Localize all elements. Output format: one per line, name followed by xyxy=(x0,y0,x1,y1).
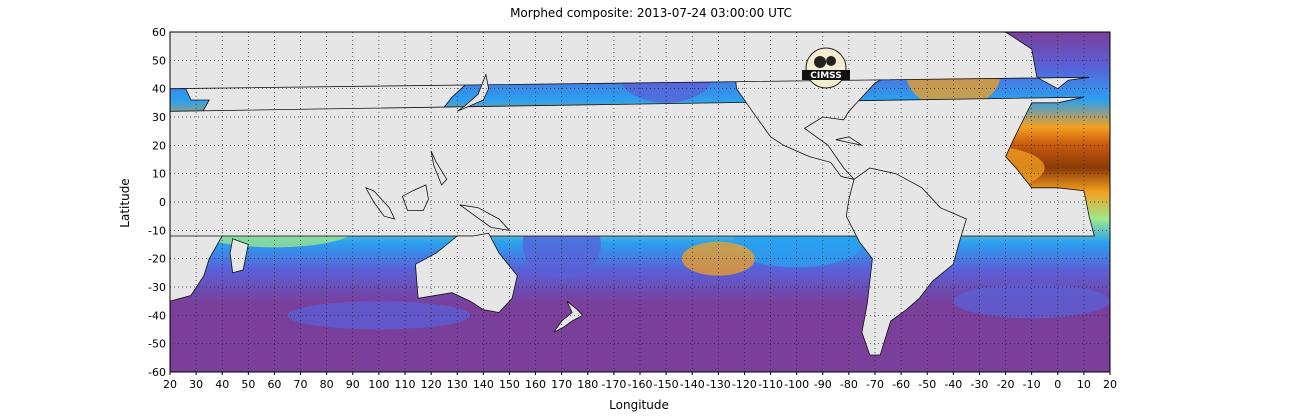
y-tick-label: 40 xyxy=(152,83,166,96)
land-philippines xyxy=(430,150,448,186)
x-tick-label: 50 xyxy=(241,378,255,391)
logo-text: CIMSS xyxy=(810,71,841,81)
x-tick-labels: 20 30 40 50 60 70 80 90 100 110 120 130 140 150 160 170… xyxy=(163,372,1117,391)
y-tick-label: 60 xyxy=(152,26,166,39)
land-borneo xyxy=(401,184,429,211)
land-new-guinea xyxy=(459,204,511,231)
x-tick-label: -100 xyxy=(784,378,809,391)
x-tick-label: -90 xyxy=(814,378,832,391)
x-tick-label: -160 xyxy=(628,378,653,391)
y-tick-label: 30 xyxy=(152,111,166,124)
y-tick-label: 0 xyxy=(159,196,166,209)
x-tick-label: 30 xyxy=(189,378,203,391)
x-tick-label: -170 xyxy=(601,378,626,391)
x-tick-label: -130 xyxy=(706,378,731,391)
moisture-blob xyxy=(953,284,1110,319)
x-tick-label: -60 xyxy=(892,378,910,391)
x-tick-label: 130 xyxy=(447,378,468,391)
y-tick-label: 50 xyxy=(152,54,166,67)
x-tick-label: 70 xyxy=(294,378,308,391)
x-tick-label: 170 xyxy=(551,378,572,391)
y-tick-label: -30 xyxy=(148,281,166,294)
x-tick-label: -80 xyxy=(840,378,858,391)
land-sumatra xyxy=(364,187,396,220)
x-tick-label: 60 xyxy=(267,378,281,391)
x-tick-label: 10 xyxy=(1077,378,1091,391)
x-tick-label: -140 xyxy=(680,378,705,391)
x-tick-label: -110 xyxy=(758,378,783,391)
x-tick-label: -10 xyxy=(1023,378,1041,391)
x-tick-label: 140 xyxy=(473,378,494,391)
x-tick-label: 100 xyxy=(368,378,389,391)
x-tick-label: -30 xyxy=(970,378,988,391)
x-tick-label: -150 xyxy=(654,378,679,391)
x-tick-label: 20 xyxy=(1103,378,1117,391)
y-tick-labels: 60 50 40 30 20 10 0 -10 -20 -30 -40 -50 -60 xyxy=(148,26,166,379)
x-axis-label: Longitude xyxy=(609,398,669,412)
x-tick-label: 20 xyxy=(163,378,177,391)
x-tick-label: -120 xyxy=(732,378,757,391)
x-tick-label: 110 xyxy=(395,378,416,391)
land-madagascar xyxy=(229,238,249,274)
x-tick-label: -40 xyxy=(944,378,962,391)
gridlines xyxy=(170,32,1110,372)
x-tick-label: 150 xyxy=(499,378,520,391)
y-tick-label: -60 xyxy=(148,366,166,379)
x-tick-label: 0 xyxy=(1054,378,1061,391)
y-tick-label: -20 xyxy=(148,253,166,266)
x-tick-label: 160 xyxy=(525,378,546,391)
x-tick-label: 90 xyxy=(346,378,360,391)
land-new-zealand xyxy=(553,300,584,333)
x-tick-label: 80 xyxy=(320,378,334,391)
x-tick-label: 120 xyxy=(421,378,442,391)
land-japan xyxy=(456,73,490,112)
y-tick-label: -50 xyxy=(148,338,166,351)
y-tick-label: 20 xyxy=(152,139,166,152)
y-tick-label: -40 xyxy=(148,309,166,322)
land-cuba xyxy=(835,136,863,146)
y-tick-label: -10 xyxy=(148,224,166,237)
x-tick-label: 180 xyxy=(577,378,598,391)
x-tick-label: -50 xyxy=(918,378,936,391)
cimss-logo: CIMSS xyxy=(802,47,850,89)
x-tick-label: -70 xyxy=(866,378,884,391)
x-tick-label: -20 xyxy=(997,378,1015,391)
x-tick-label: 40 xyxy=(215,378,229,391)
y-tick-label: 10 xyxy=(152,168,166,181)
chart-title: Morphed composite: 2013-07-24 03:00:00 U… xyxy=(510,6,792,20)
